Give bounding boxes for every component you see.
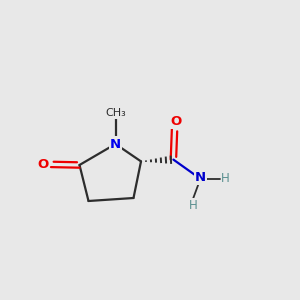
- Text: N: N: [195, 171, 206, 184]
- Text: H: H: [221, 172, 230, 185]
- Text: O: O: [171, 115, 182, 128]
- Text: O: O: [37, 158, 48, 171]
- Text: CH₃: CH₃: [105, 108, 126, 118]
- Text: N: N: [110, 137, 121, 151]
- Text: H: H: [189, 199, 198, 212]
